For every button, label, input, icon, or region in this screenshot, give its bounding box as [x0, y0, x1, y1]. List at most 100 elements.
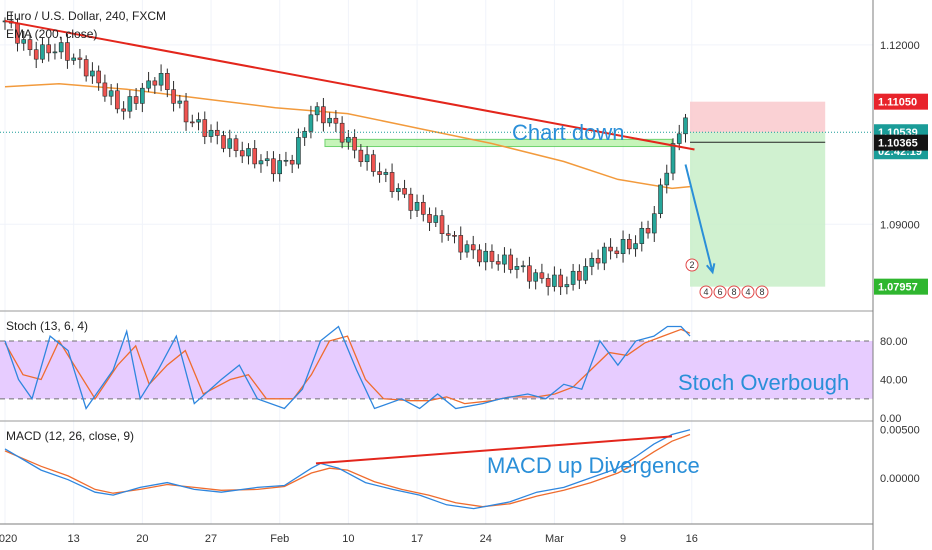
stoch-tick-label: 0.00	[880, 413, 901, 425]
candle-down	[595, 257, 601, 264]
candle-up	[383, 172, 389, 175]
candle-down	[271, 158, 276, 175]
price-scale-label-text: 1.07957	[878, 282, 918, 294]
candle-down	[165, 73, 170, 90]
candle-down	[527, 265, 532, 282]
candle-down	[115, 90, 120, 110]
candle-up	[570, 270, 576, 285]
candle-up	[314, 106, 320, 116]
main-pane: 24 6 8 4 8	[0, 12, 873, 299]
candle-up	[177, 100, 183, 104]
candle-down	[133, 96, 139, 104]
price-scale-label-text: 1.11050	[878, 97, 917, 109]
candle-up	[552, 274, 557, 287]
event-marker-circle	[727, 285, 741, 299]
candle-up	[502, 254, 507, 265]
event-marker: 2	[685, 258, 699, 272]
time-tick-label: 27	[205, 533, 217, 545]
candle-down	[608, 246, 613, 252]
candle-up	[108, 90, 114, 97]
candle-up	[651, 213, 657, 234]
candle-up	[146, 80, 151, 89]
candle-down	[252, 148, 258, 165]
candle-up	[40, 44, 45, 60]
candle-up	[364, 154, 370, 163]
candle-down	[420, 201, 426, 215]
forecast-arrow	[684, 164, 714, 273]
candle-up	[639, 228, 645, 244]
candle-up	[346, 136, 351, 143]
candle-down	[577, 270, 582, 281]
macd-tick-label: 0.00000	[880, 473, 920, 485]
candle-down	[645, 228, 651, 234]
time-tick-label: 10	[342, 533, 354, 545]
candle-down	[458, 235, 464, 253]
candle-up	[140, 87, 145, 104]
candle-down	[77, 57, 83, 60]
candle-up	[464, 244, 470, 253]
candle-up	[21, 39, 27, 44]
ema-200-line	[4, 82, 691, 190]
take-profit-zone	[690, 132, 826, 287]
candle-up	[589, 257, 595, 267]
price-scale-label-bg	[874, 134, 928, 151]
price-tick-label: 1.09000	[880, 219, 920, 231]
candle-down	[408, 193, 414, 211]
stoch-k-line	[4, 325, 691, 410]
stoch-overbought-annotation: Stoch Overbough	[678, 370, 849, 395]
candle-down	[65, 42, 70, 61]
candle-up	[308, 114, 314, 132]
support-zone	[324, 138, 673, 148]
candle-down	[470, 244, 476, 251]
price-scale-label: 1.11050	[874, 93, 928, 110]
event-marker-circle	[699, 285, 713, 299]
candle-up	[264, 158, 270, 162]
candle-down	[627, 239, 632, 250]
candle-down	[402, 188, 407, 195]
candle-up	[127, 96, 133, 112]
ema-legend: EMA (200, close)	[6, 27, 97, 41]
stoch-pane	[0, 325, 873, 410]
macd-line	[4, 429, 691, 510]
time-tick-label: 17	[411, 533, 423, 545]
candle-up	[620, 239, 626, 254]
price-scale-label-text: 1.10365	[878, 138, 918, 150]
candle-up	[564, 284, 570, 288]
candle-up	[227, 138, 233, 149]
candle-up	[433, 215, 439, 223]
candle-down	[358, 149, 364, 163]
stoch-tick-label: 80.00	[880, 336, 908, 348]
time-tick-label: 13	[68, 533, 80, 545]
candle-up	[602, 246, 607, 264]
candle-down	[121, 108, 126, 112]
forecast-arrowhead	[705, 263, 716, 275]
time-tick-label: Feb	[270, 533, 289, 545]
macd-tick-label: 0.00500	[880, 425, 920, 437]
event-marker-circle	[741, 285, 755, 299]
axes: 1.120001.090001.110501.1053902:42:191.10…	[0, 40, 928, 545]
candle-up	[327, 117, 332, 124]
candle-down	[452, 235, 457, 237]
candle-up	[658, 184, 663, 215]
candle-down	[171, 89, 176, 104]
event-marker-circle	[713, 285, 727, 299]
macd-divergence-line	[315, 435, 673, 465]
candle-up	[58, 42, 64, 53]
time-tick-label: 24	[480, 533, 492, 545]
candle-up	[283, 159, 289, 162]
candle-up	[208, 129, 214, 137]
candle-down	[214, 129, 220, 136]
candle-down	[439, 215, 445, 234]
candle-down	[183, 100, 189, 123]
event-marker-circle	[755, 285, 769, 299]
price-scale-label: 1.07957	[874, 278, 928, 295]
candle-down	[96, 70, 101, 84]
stoch-legend: Stoch (13, 6, 4)	[6, 319, 88, 333]
price-scale-label-bg	[874, 93, 928, 110]
candle-down	[202, 119, 208, 137]
candle-down	[102, 82, 108, 97]
candle-up	[52, 51, 58, 54]
candle-down	[233, 138, 239, 151]
